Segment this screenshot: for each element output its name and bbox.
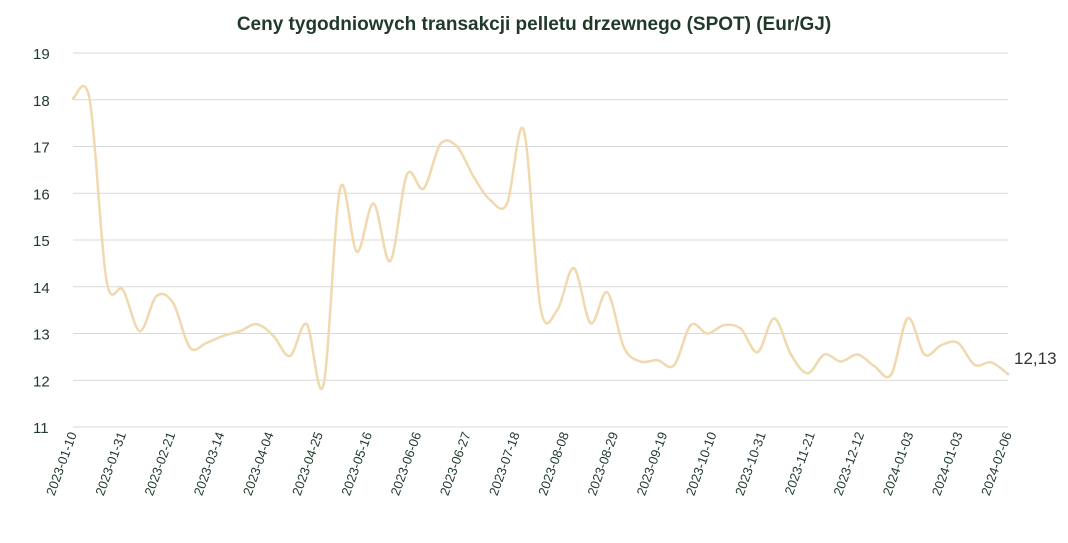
data-point xyxy=(956,341,960,345)
x-tick-label: 2023-08-29 xyxy=(584,430,621,498)
y-tick-label: 13 xyxy=(33,327,50,344)
data-point xyxy=(606,291,609,294)
data-point xyxy=(689,323,693,327)
y-tick-label: 12 xyxy=(33,373,50,390)
last-value-label: 12,13 xyxy=(1014,349,1057,368)
data-point xyxy=(338,187,342,190)
data-point xyxy=(1006,372,1010,376)
data-point xyxy=(639,360,642,363)
x-tick-label: 2023-04-25 xyxy=(289,430,326,498)
data-point xyxy=(138,329,142,333)
data-point xyxy=(756,350,759,354)
x-tick-label: 2023-02-21 xyxy=(141,430,178,498)
data-point xyxy=(222,334,225,338)
data-point xyxy=(288,354,292,358)
x-tick-label: 2023-06-06 xyxy=(387,430,424,498)
data-point xyxy=(489,199,492,202)
x-tick-label: 2023-05-16 xyxy=(338,430,375,498)
y-tick-label: 17 xyxy=(33,140,50,157)
x-tick-label: 2023-04-04 xyxy=(240,430,277,498)
data-point xyxy=(622,346,626,349)
data-point xyxy=(372,202,375,205)
data-point xyxy=(472,175,475,179)
data-point xyxy=(155,294,158,298)
data-point xyxy=(388,259,392,263)
data-point xyxy=(355,250,359,253)
x-tick-label: 2023-10-31 xyxy=(732,430,769,498)
data-point xyxy=(856,353,859,356)
data-point xyxy=(572,266,576,270)
x-tick-label: 2023-08-08 xyxy=(535,430,572,498)
x-tick-label: 2024-02-06 xyxy=(978,430,1015,498)
x-tick-label: 2023-09-19 xyxy=(634,430,671,498)
data-point xyxy=(656,358,659,362)
data-point xyxy=(322,383,325,387)
data-point xyxy=(238,329,242,333)
x-tick-label: 2023-06-27 xyxy=(437,430,474,498)
data-point xyxy=(305,322,308,326)
x-tick-label: 2023-12-12 xyxy=(830,430,867,498)
data-point xyxy=(672,364,676,367)
data-point xyxy=(889,373,893,376)
data-point xyxy=(422,187,425,190)
data-point xyxy=(455,145,459,148)
data-point xyxy=(839,360,843,363)
series-layer xyxy=(71,84,1010,390)
y-tick-label: 11 xyxy=(33,420,49,437)
data-point xyxy=(88,98,91,101)
x-tick-label: 2023-10-10 xyxy=(683,430,720,498)
data-point xyxy=(555,308,559,312)
data-point xyxy=(522,128,526,132)
data-point xyxy=(71,97,75,100)
data-point xyxy=(990,361,993,364)
data-point xyxy=(939,343,943,347)
data-point xyxy=(923,353,926,356)
data-point xyxy=(171,301,175,305)
data-point xyxy=(773,317,776,320)
x-tick-label: 2023-11-21 xyxy=(781,430,818,497)
y-tick-label: 19 xyxy=(33,46,50,63)
grid-layer xyxy=(73,52,1008,428)
x-tick-label: 2023-07-18 xyxy=(486,430,523,498)
data-point xyxy=(439,142,442,146)
data-point xyxy=(539,306,542,310)
x-tick-label: 2024-01-03 xyxy=(929,430,966,498)
chart-title: Ceny tygodniowych transakcji pelletu drz… xyxy=(236,14,832,35)
data-point xyxy=(589,321,592,325)
data-point xyxy=(205,341,208,345)
data-point xyxy=(255,322,258,326)
x-tick-label: 2023-01-31 xyxy=(92,430,129,498)
y-axis-ticks: 11 12 13 14 15 16 17 18 19 xyxy=(33,46,50,437)
data-point xyxy=(188,346,192,349)
data-point xyxy=(706,332,709,335)
data-point xyxy=(105,278,108,281)
x-tick-label: 2023-03-14 xyxy=(191,430,228,498)
series-line xyxy=(71,84,1010,390)
data-label-layer: 12,13 xyxy=(1014,349,1057,368)
x-tick-label: 2023-01-10 xyxy=(43,430,80,498)
data-point xyxy=(739,327,743,331)
data-point xyxy=(121,288,125,292)
data-point xyxy=(823,353,826,356)
data-point xyxy=(873,364,876,368)
y-tick-label: 15 xyxy=(33,233,50,250)
data-point xyxy=(505,202,509,205)
data-point xyxy=(789,353,793,356)
data-point xyxy=(722,323,726,327)
data-point xyxy=(806,371,809,375)
x-tick-label: 2024-01-03 xyxy=(880,430,917,498)
y-tick-label: 16 xyxy=(33,186,50,203)
data-point xyxy=(973,363,976,367)
data-point xyxy=(272,334,275,338)
x-axis-ticks: 2023-01-10 2023-01-31 2023-02-21 2023-03-14… xyxy=(43,430,1015,498)
y-tick-label: 14 xyxy=(33,280,50,297)
data-point xyxy=(405,173,409,176)
data-point xyxy=(906,316,910,320)
y-tick-label: 18 xyxy=(33,93,50,110)
